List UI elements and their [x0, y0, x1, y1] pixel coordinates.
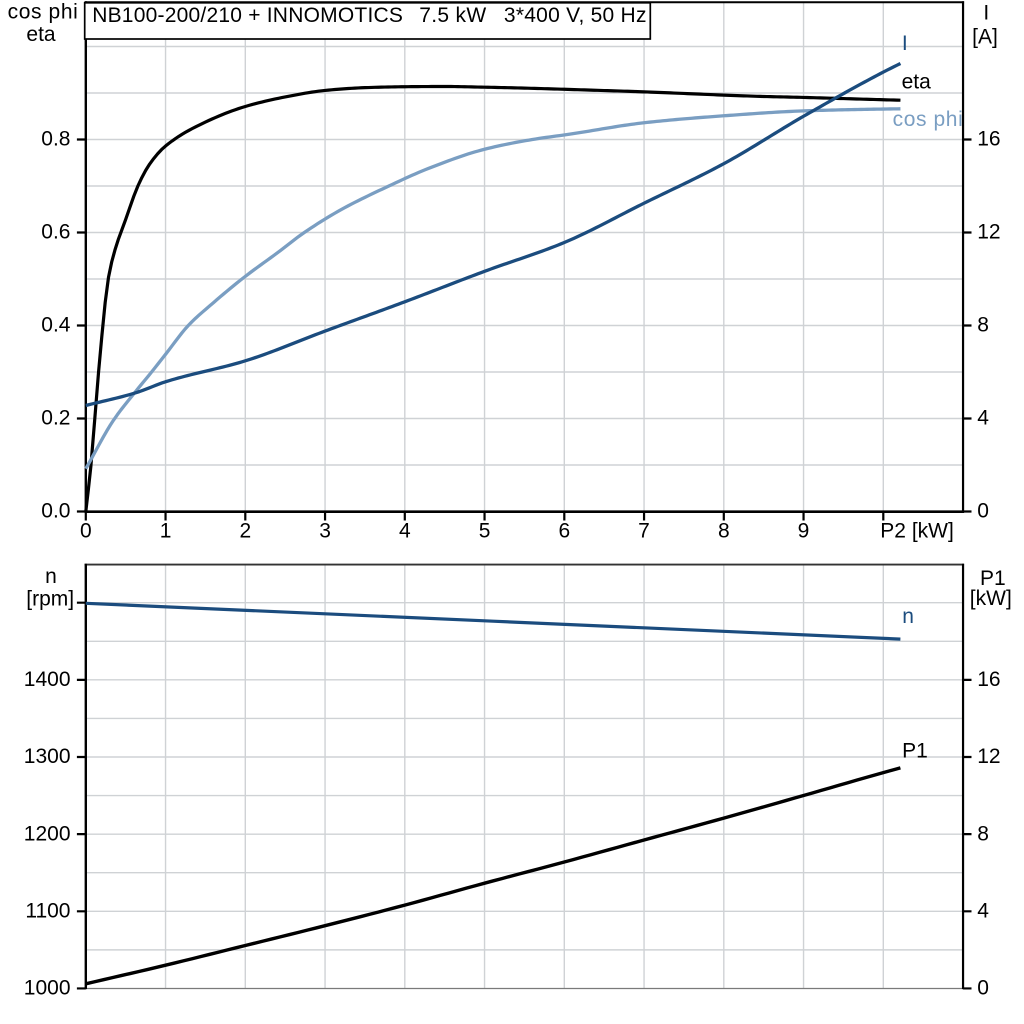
- svg-text:5: 5: [479, 520, 491, 543]
- svg-text:P1: P1: [902, 739, 928, 762]
- svg-text:0: 0: [977, 977, 989, 1000]
- svg-text:0.8: 0.8: [41, 127, 70, 150]
- svg-text:4: 4: [399, 520, 411, 543]
- svg-text:0.0: 0.0: [41, 499, 70, 522]
- svg-text:[kW]: [kW]: [970, 587, 1012, 610]
- svg-text:[A]: [A]: [972, 26, 998, 49]
- svg-text:8: 8: [977, 822, 989, 845]
- svg-text:0: 0: [977, 500, 989, 523]
- svg-text:16: 16: [977, 128, 1000, 151]
- svg-text:8: 8: [977, 314, 989, 337]
- svg-text:9: 9: [798, 520, 810, 543]
- svg-text:P1: P1: [980, 567, 1006, 590]
- svg-text:1100: 1100: [25, 900, 70, 923]
- svg-text:2: 2: [239, 520, 251, 543]
- svg-text:cos phi: cos phi: [8, 0, 79, 23]
- svg-text:[rpm]: [rpm]: [26, 588, 74, 611]
- svg-text:eta: eta: [902, 70, 932, 93]
- svg-text:1300: 1300: [24, 745, 71, 768]
- svg-text:eta: eta: [26, 23, 56, 46]
- svg-text:12: 12: [977, 221, 1000, 244]
- svg-text:n: n: [45, 565, 57, 588]
- svg-text:4: 4: [977, 407, 989, 430]
- svg-text:0: 0: [80, 520, 92, 543]
- svg-text:NB100-200/210 + INNOMOTICS: NB100-200/210 + INNOMOTICS: [92, 4, 403, 27]
- svg-text:6: 6: [558, 520, 570, 543]
- svg-text:3: 3: [319, 520, 331, 543]
- svg-text:7: 7: [638, 520, 650, 543]
- svg-text:I: I: [902, 32, 908, 55]
- svg-text:0.2: 0.2: [41, 406, 70, 429]
- svg-text:1200: 1200: [24, 822, 71, 845]
- svg-text:n: n: [902, 605, 914, 628]
- svg-text:8: 8: [718, 520, 730, 543]
- svg-text:4: 4: [977, 900, 989, 923]
- svg-text:12: 12: [977, 745, 1000, 768]
- svg-text:3*400 V, 50 Hz: 3*400 V, 50 Hz: [504, 4, 647, 27]
- svg-text:I: I: [983, 2, 989, 25]
- svg-text:1400: 1400: [24, 668, 71, 691]
- svg-text:16: 16: [977, 668, 1000, 691]
- svg-text:0.6: 0.6: [41, 220, 70, 243]
- svg-text:0.4: 0.4: [41, 313, 71, 336]
- svg-text:7.5 kW: 7.5 kW: [419, 4, 486, 27]
- svg-text:cos phi: cos phi: [893, 108, 964, 131]
- svg-text:1: 1: [160, 520, 172, 543]
- svg-text:P2 [kW]: P2 [kW]: [880, 520, 954, 543]
- svg-text:1000: 1000: [24, 977, 71, 1000]
